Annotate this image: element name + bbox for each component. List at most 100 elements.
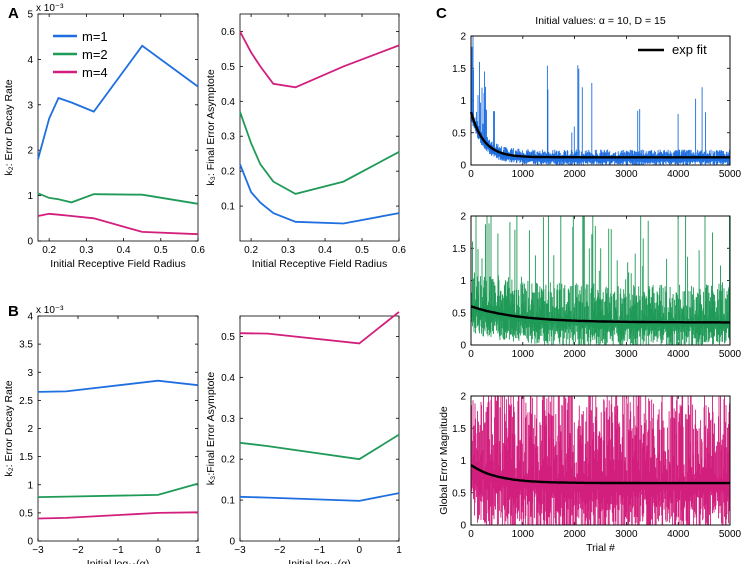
x-tick-label: 4000 xyxy=(667,349,690,360)
y-tick-label: 0.3 xyxy=(221,414,235,425)
x-tick-label: −3 xyxy=(32,545,44,556)
x-axis-label: Trial # xyxy=(586,542,615,554)
y-tick-label: 0.4 xyxy=(221,373,235,384)
legend-label-exp-fit: exp fit xyxy=(672,42,707,57)
y-tick-label: 2 xyxy=(27,146,33,157)
x-axis-label: Initial log₁₀(α) xyxy=(288,558,350,564)
x-tick-label: −2 xyxy=(274,545,286,556)
exp-fit-curve xyxy=(470,463,730,485)
series-line-m4 xyxy=(37,212,199,236)
y-tick-label: 0.5 xyxy=(221,332,235,343)
y-tick-label: 0 xyxy=(27,537,33,548)
panel-label-a: A xyxy=(8,5,19,22)
error-trace xyxy=(470,396,731,525)
y-tick-label: 3.5 xyxy=(19,340,33,351)
y-tick-label: 1 xyxy=(460,276,466,287)
x-tick-label: 5000 xyxy=(719,169,742,180)
x-tick-label: 4000 xyxy=(667,169,690,180)
series-line-m2 xyxy=(37,482,199,498)
plot-frame-top xyxy=(470,395,731,526)
y-tick-label: 1.5 xyxy=(452,244,466,255)
y-axis-label: k₃:Final Error Asymptote xyxy=(205,372,217,486)
y-tick-label: 2 xyxy=(27,424,33,435)
y-axis-label: k₂: Error Decay Rate xyxy=(3,380,15,476)
x-tick-label: −2 xyxy=(72,545,84,556)
y-tick-label: 0.2 xyxy=(221,167,235,178)
x-tick-label: 0.6 xyxy=(191,245,205,256)
y-tick-label: 2 xyxy=(460,32,466,43)
y-tick-label: 0.4 xyxy=(221,97,235,108)
x-tick-label: 4000 xyxy=(667,529,690,540)
y-tick-label: 1.5 xyxy=(452,424,466,435)
x-axis-label: Initial Receptive Field Radius xyxy=(50,258,185,270)
x-tick-label: 2000 xyxy=(563,349,586,360)
series-line-m4 xyxy=(37,511,199,520)
panel-label-c: C xyxy=(436,5,447,22)
plot-frame xyxy=(239,315,400,542)
y-tick-label: 0.2 xyxy=(221,455,235,466)
series-line-m4 xyxy=(239,31,400,89)
series-line-m1 xyxy=(37,44,199,160)
x-tick-label: 0.3 xyxy=(79,245,93,256)
legend: m=1 m=2 m=4 xyxy=(53,29,108,80)
y-tick-label: 0.1 xyxy=(221,202,235,213)
y-tick-label: 0.3 xyxy=(221,132,235,143)
x-tick-label: 1000 xyxy=(512,349,535,360)
y-axis-exponent: x 10⁻³ xyxy=(36,3,64,14)
plot-frame xyxy=(37,315,199,542)
y-tick-label: 0.5 xyxy=(452,488,466,499)
y-tick-label: 1.5 xyxy=(452,64,466,75)
x-tick-label: 0.5 xyxy=(355,245,369,256)
x-axis-label: Initial log₁₀(α) xyxy=(87,558,149,564)
y-tick-label: 0.5 xyxy=(452,128,466,139)
x-tick-label: 0.2 xyxy=(42,245,56,256)
x-tick-label: 1000 xyxy=(512,529,535,540)
series-line-m2 xyxy=(239,111,400,195)
y-tick-label: 0.5 xyxy=(452,308,466,319)
chart-a1-decay-rate-vs-radius: 0.2 0.3 0.4 0.5 0.6 0 1 2 3 4 5 Initial Receptive F… xyxy=(3,3,205,270)
y-tick-label: 1 xyxy=(460,456,466,467)
chart-title: Initial values: α = 10, D = 15 xyxy=(535,15,666,27)
x-tick-label: 2000 xyxy=(563,529,586,540)
x-tick-label: 3000 xyxy=(615,169,638,180)
y-tick-label: 0 xyxy=(460,521,466,532)
y-tick-label: 0 xyxy=(229,537,235,548)
exp-fit-curve xyxy=(470,305,730,324)
chart-c2-error-trace-m2: 0 1000 2000 3000 4000 5000 0 0.5 1 1.5 2 xyxy=(452,212,741,361)
plot-frame-top xyxy=(470,35,731,166)
series-line-m1 xyxy=(37,379,199,393)
y-tick-label: 0 xyxy=(460,161,466,172)
y-tick-label: 1 xyxy=(460,96,466,107)
x-tick-label: 5000 xyxy=(719,529,742,540)
y-tick-label: 0.5 xyxy=(19,508,33,519)
x-tick-label: 0.4 xyxy=(318,245,332,256)
x-tick-label: 0 xyxy=(468,169,474,180)
y-tick-label: 3 xyxy=(27,368,33,379)
x-tick-label: −1 xyxy=(112,545,124,556)
chart-c1-error-trace-m1: 0 1000 2000 3000 4000 5000 0 0.5 1 1.5 2 Initial va… xyxy=(452,15,741,180)
y-tick-label: 4 xyxy=(27,312,33,323)
exp-fit-curve xyxy=(469,111,730,159)
y-tick-label: 1 xyxy=(27,191,33,202)
x-tick-label: 0 xyxy=(468,529,474,540)
y-tick-label: 4 xyxy=(27,55,33,66)
y-tick-label: 0 xyxy=(460,341,466,352)
series-line-m2 xyxy=(239,433,400,461)
x-tick-label: −1 xyxy=(314,545,326,556)
y-tick-label: 0.6 xyxy=(221,27,235,38)
legend-label-m2: m=2 xyxy=(82,47,108,62)
x-tick-label: 3000 xyxy=(615,529,638,540)
y-tick-label: 0 xyxy=(27,237,33,248)
y-tick-label: 1 xyxy=(27,480,33,491)
y-tick-label: 0.5 xyxy=(221,62,235,73)
x-tick-label: 0.6 xyxy=(392,245,406,256)
x-tick-label: 0 xyxy=(356,545,362,556)
x-tick-label: 1 xyxy=(396,545,402,556)
y-tick-label: 2.5 xyxy=(19,396,33,407)
legend-box xyxy=(634,41,724,59)
y-tick-label: 3 xyxy=(27,100,33,111)
x-tick-label: 0.5 xyxy=(154,245,168,256)
chart-c3-error-trace-m4: 0 1000 2000 3000 4000 5000 0 0.5 1 1.5 2 Trial # Glo… xyxy=(438,392,742,555)
panel-label-b: B xyxy=(8,303,19,320)
